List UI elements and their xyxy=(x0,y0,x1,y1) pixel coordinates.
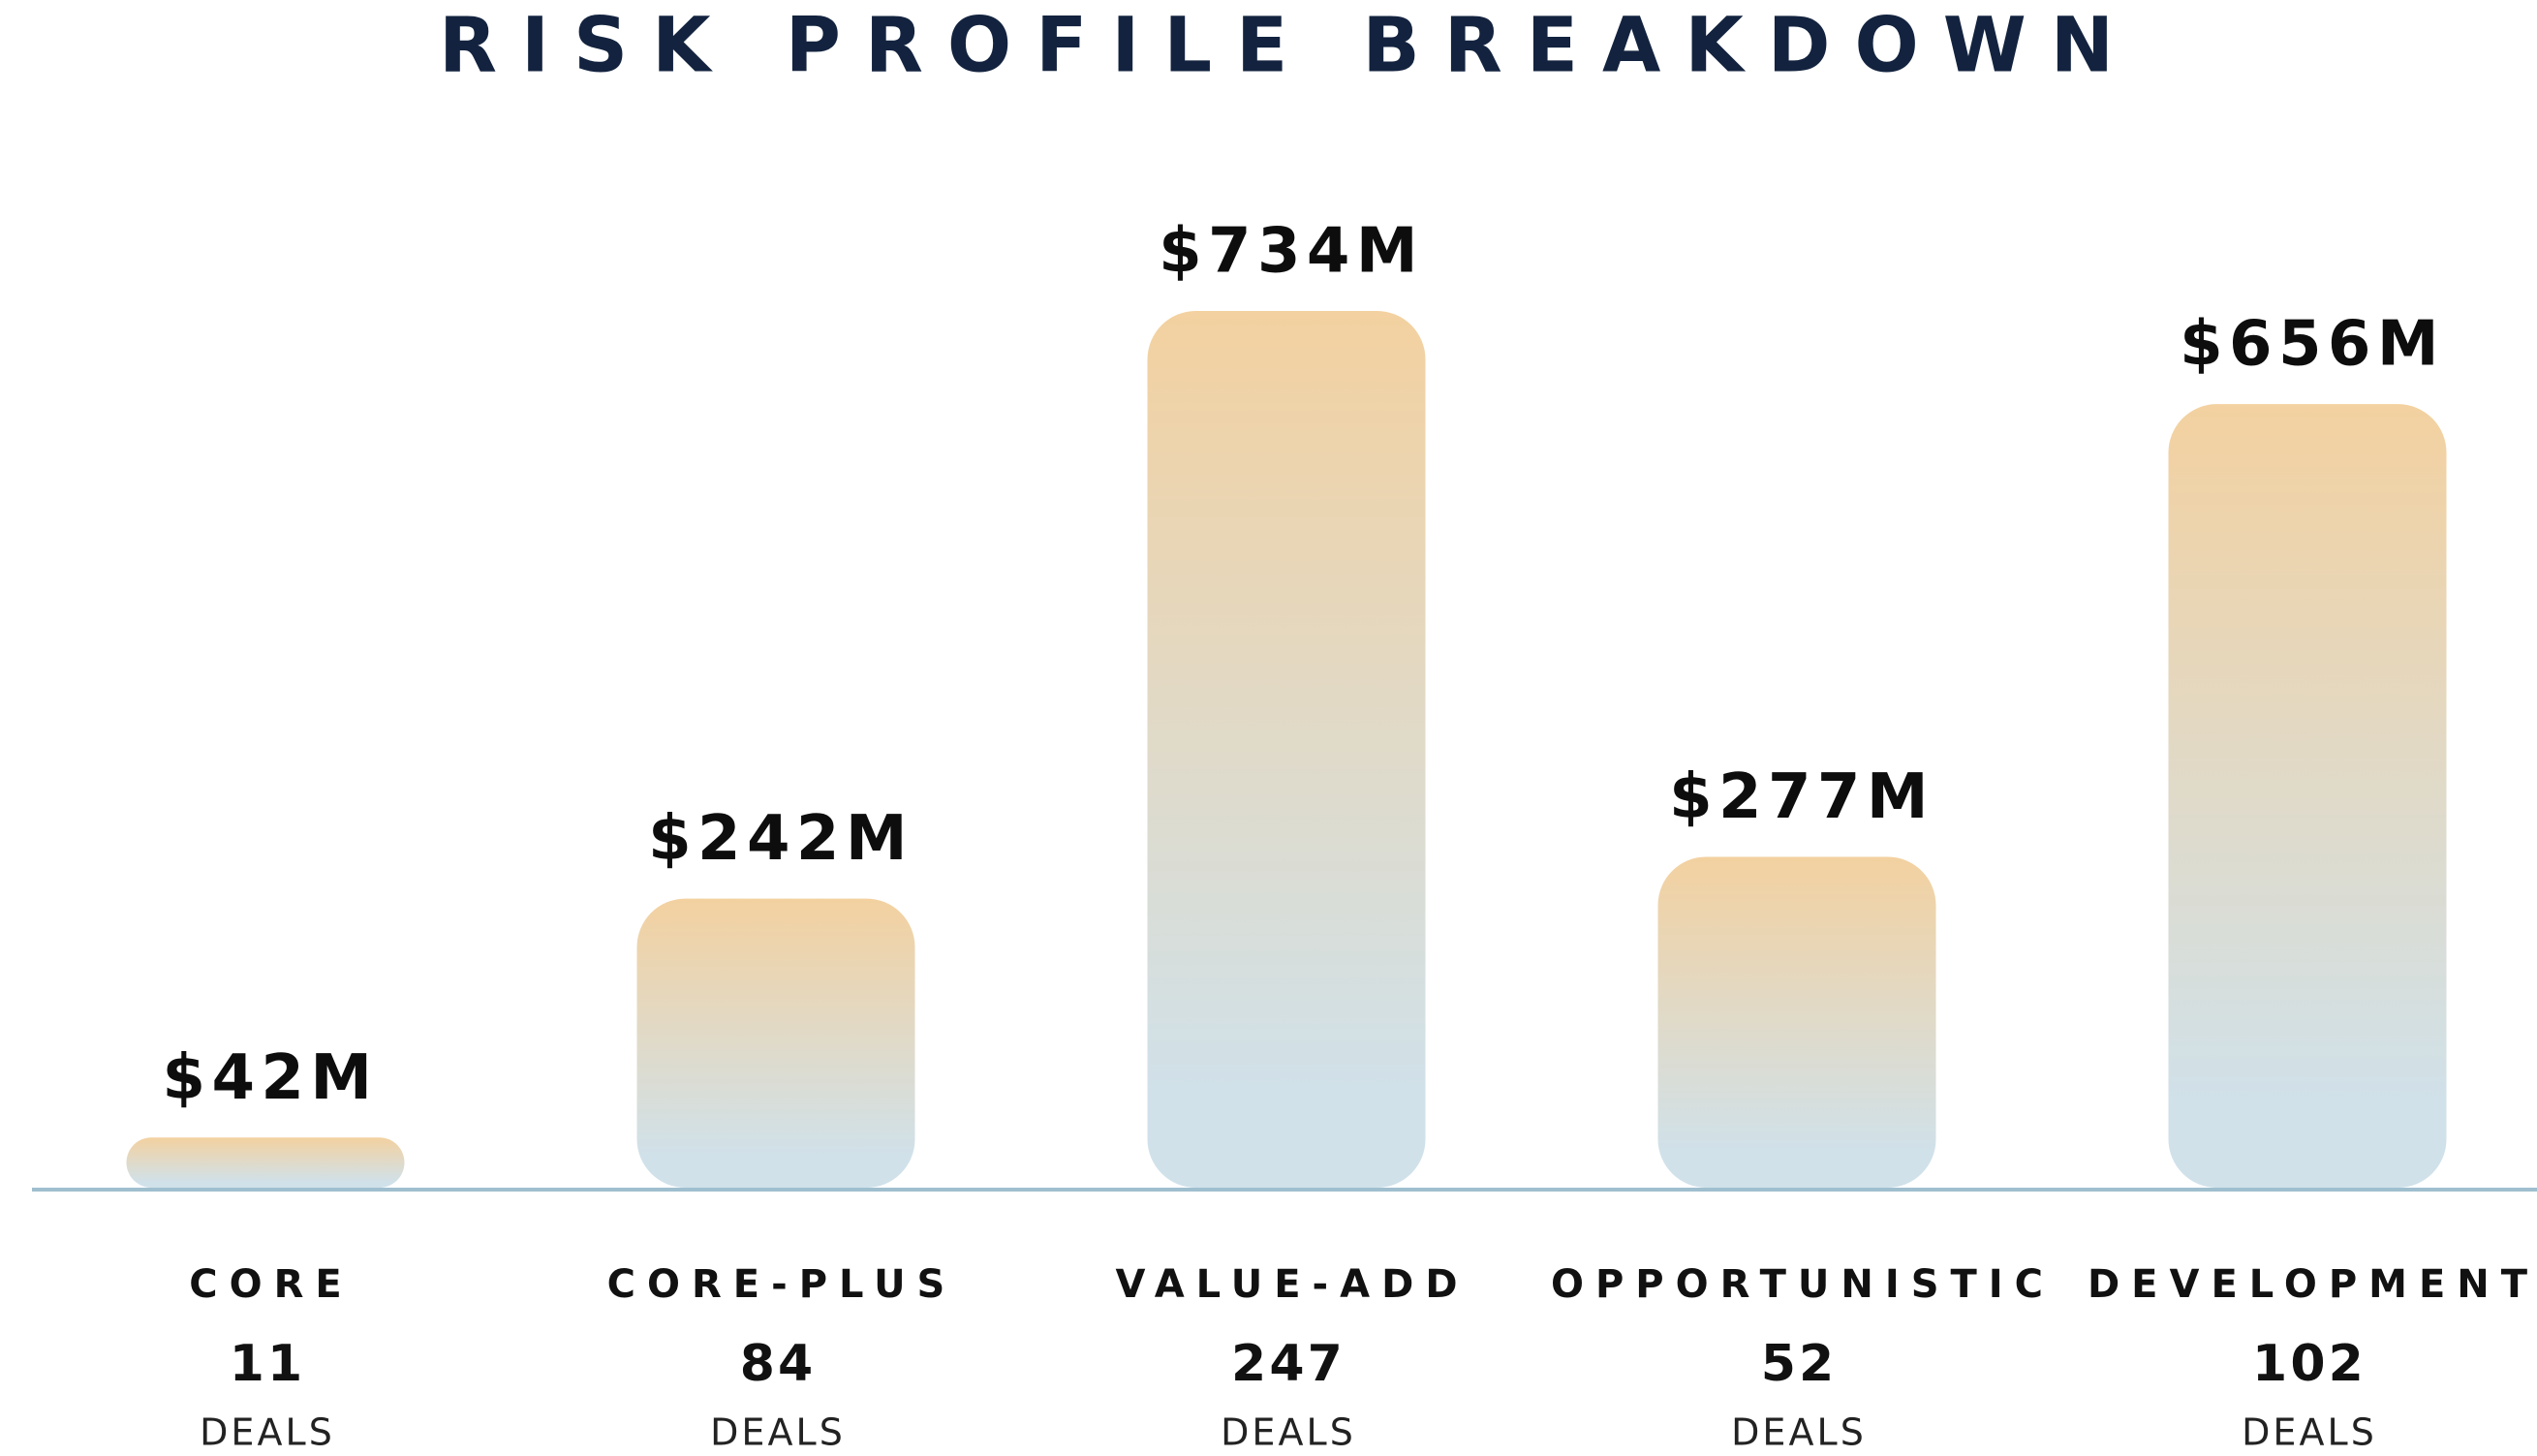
deals-label: DEALS xyxy=(2242,1411,2377,1454)
category-label: DEVELOPMENT xyxy=(2088,1262,2537,1307)
value-label: $42M xyxy=(163,1042,379,1114)
category-label: OPPORTUNISTIC xyxy=(1551,1262,2055,1307)
bar xyxy=(126,1137,405,1188)
chart-title: RISK PROFILE BREAKDOWN xyxy=(439,2,2138,89)
bar xyxy=(1147,310,1426,1188)
deals-label: DEALS xyxy=(1221,1411,1356,1454)
value-label: $242M xyxy=(648,803,913,875)
deal-count: 102 xyxy=(2252,1335,2367,1393)
deal-count: 247 xyxy=(1231,1335,1346,1393)
category-label: CORE xyxy=(189,1262,353,1307)
value-label: $277M xyxy=(1669,761,1934,833)
deal-count: 11 xyxy=(230,1335,306,1393)
deal-count: 52 xyxy=(1761,1335,1838,1393)
category-label: VALUE-ADD xyxy=(1115,1262,1469,1307)
bar xyxy=(2168,404,2447,1189)
value-label: $734M xyxy=(1159,216,1424,288)
deals-label: DEALS xyxy=(1731,1411,1867,1454)
value-label: $656M xyxy=(2180,309,2445,381)
deals-label: DEALS xyxy=(710,1411,846,1454)
deals-label: DEALS xyxy=(200,1411,335,1454)
bar xyxy=(1657,856,1936,1188)
deal-count: 84 xyxy=(740,1335,817,1393)
category-label: CORE-PLUS xyxy=(607,1262,957,1307)
bar xyxy=(636,898,915,1188)
